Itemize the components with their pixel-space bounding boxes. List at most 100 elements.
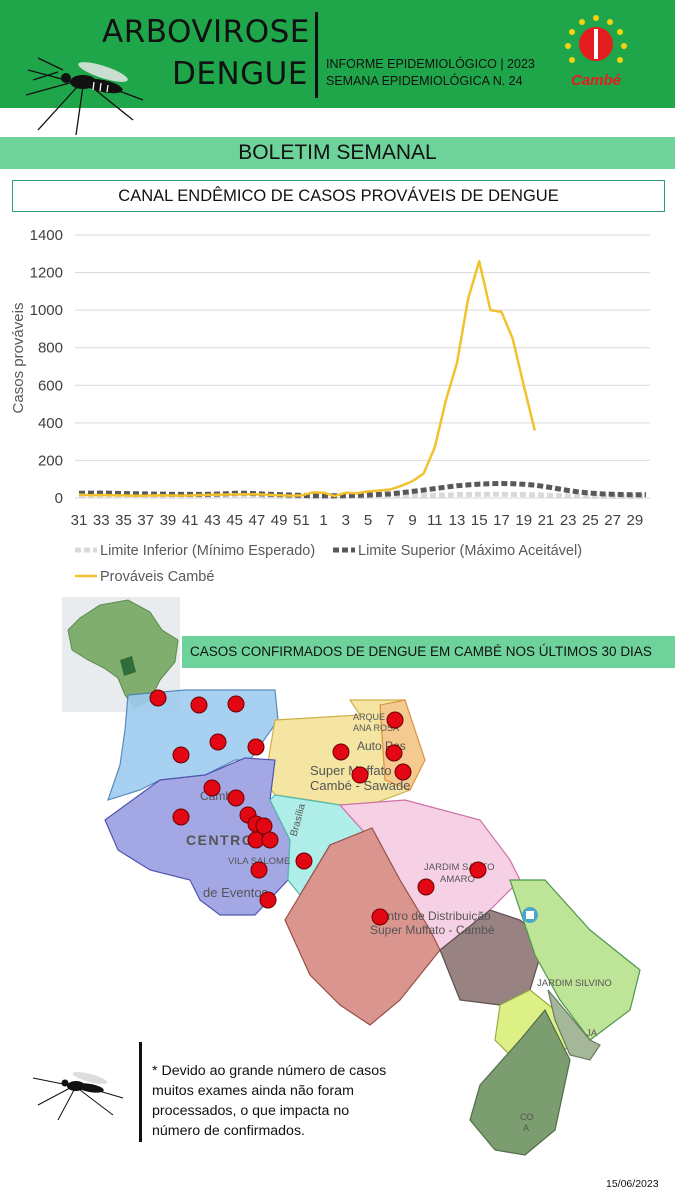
case-marker	[351, 766, 369, 784]
map-label-a: A	[523, 1123, 529, 1133]
x-tick-label: 19	[515, 512, 532, 529]
x-tick-label: 43	[204, 512, 221, 529]
legend-label: Prováveis Cambé	[100, 569, 214, 585]
case-marker	[209, 733, 227, 751]
x-tick-label: 41	[182, 512, 199, 529]
map-label-vila-salome: VILA SALOME	[228, 856, 290, 867]
x-tick-label: 3	[342, 512, 350, 529]
map-label-centro-distribuicao: Centro de Distribuição	[372, 909, 491, 923]
map-label-super-muffato-cambe: Super Muffato - Cambé	[370, 923, 495, 937]
neighborhood-regions	[104, 689, 641, 1156]
title-line-2: DENGUE	[172, 56, 308, 92]
x-tick-label: 1	[319, 512, 327, 529]
section-title: BOLETIM SEMANAL	[0, 137, 675, 169]
mosquito-small-icon	[32, 1071, 124, 1120]
map-label-ana-rosa: ANA ROSA	[353, 723, 399, 733]
case-marker	[371, 908, 389, 926]
x-tick-label: 37	[137, 512, 154, 529]
map-label-super-muffato: Super Muffato	[310, 763, 391, 778]
case-marker	[332, 743, 350, 761]
case-marker	[227, 695, 245, 713]
map-label-arque: ARQUE	[353, 712, 385, 722]
footnote-divider	[139, 1042, 142, 1142]
map-label-amaro: AMARO	[440, 874, 475, 885]
chart-legend: Limite Inferior (Mínimo Esperado) Limite …	[75, 543, 582, 585]
y-tick-label: 1000	[30, 302, 63, 319]
legend-label: Limite Inferior (Mínimo Esperado)	[100, 543, 315, 559]
case-marker	[172, 746, 190, 764]
map-label-jardim-silvino: JARDIM SILVINO	[537, 978, 612, 989]
mosquito-icon	[25, 57, 144, 135]
x-axis-ticks: 31 33 35 37 39 41 43 45 47 49 51 1 3 5 7 9 11 13 15 17 19 21 2…	[71, 512, 644, 529]
chart-title: CANAL ENDÊMICO DE CASOS PROVÁVEIS DE DEN…	[12, 180, 665, 212]
footnote-line-3: processados, o que impacta no	[152, 1103, 350, 1119]
map-label-de-eventos: de Eventos	[203, 885, 269, 900]
x-tick-label: 17	[493, 512, 510, 529]
case-marker	[227, 789, 245, 807]
map-label-centro: CENTRO	[186, 832, 254, 848]
x-tick-label: 27	[604, 512, 621, 529]
map-label-cambe-sawade: Cambé - Sawade	[310, 778, 410, 793]
logo-text: Cambé	[570, 72, 622, 89]
x-tick-label: 51	[293, 512, 310, 529]
x-tick-label: 23	[560, 512, 577, 529]
legend-label: Limite Superior (Máximo Aceitável)	[358, 543, 582, 559]
y-axis-ticks: 0 200 400 600 800 1000 1200 1400	[30, 227, 63, 507]
case-marker	[469, 861, 487, 879]
x-tick-label: 49	[271, 512, 288, 529]
report-info-line-2: SEMANA EPIDEMIOLÓGICA N. 24	[326, 74, 523, 88]
case-marker	[385, 744, 403, 762]
y-tick-label: 1400	[30, 227, 63, 244]
x-tick-label: 13	[449, 512, 466, 529]
report-date: 15/06/2023	[606, 1178, 659, 1190]
x-tick-label: 11	[427, 512, 443, 529]
x-tick-label: 15	[471, 512, 488, 529]
case-marker	[149, 689, 167, 707]
case-marker	[417, 878, 435, 896]
map-label-jardim-santo: JARDIM SANTO	[424, 862, 495, 873]
x-tick-label: 33	[93, 512, 110, 529]
case-marker	[394, 763, 412, 781]
city-map: ARQUE ANA ROSA Auto Pos Super Muffato Ca…	[62, 597, 641, 1156]
case-marker	[190, 696, 208, 714]
x-tick-label: 29	[627, 512, 644, 529]
case-marker	[295, 852, 313, 870]
x-tick-label: 47	[249, 512, 266, 529]
y-tick-label: 0	[55, 490, 63, 507]
case-marker	[386, 711, 404, 729]
y-tick-label: 200	[38, 452, 63, 469]
case-marker	[203, 779, 221, 797]
chart-series	[78, 260, 646, 500]
x-tick-label: 5	[364, 512, 372, 529]
footnote-line-2: muitos exames ainda não foram	[152, 1083, 354, 1099]
title-line-1: ARBOVIROSE	[102, 14, 310, 50]
y-tick-label: 400	[38, 415, 63, 432]
footnote-line-4: número de confirmados.	[152, 1123, 305, 1139]
map-banner: CASOS CONFIRMADOS DE DENGUE EM CAMBÉ NOS…	[182, 636, 675, 668]
footnote-line-1: * Devido ao grande número de casos	[152, 1063, 387, 1079]
x-tick-label: 21	[538, 512, 555, 529]
y-tick-label: 600	[38, 377, 63, 394]
case-marker	[172, 808, 190, 826]
map-label-co: CO	[520, 1112, 534, 1122]
y-axis-label: Casos prováveis	[10, 303, 27, 414]
x-tick-label: 39	[160, 512, 177, 529]
cambe-logo-icon	[565, 15, 627, 63]
case-marker	[259, 891, 277, 909]
series-line-2	[78, 260, 537, 498]
x-tick-label: 45	[226, 512, 243, 529]
chart-grid	[75, 234, 650, 499]
header-bar: ARBOVIROSE DENGUE INFORME EPIDEMIOLÓGICO…	[0, 0, 675, 135]
y-tick-label: 1200	[30, 265, 63, 282]
x-tick-label: 7	[386, 512, 394, 529]
case-marker	[247, 738, 265, 756]
x-tick-label: 35	[115, 512, 132, 529]
y-tick-label: 800	[38, 340, 63, 357]
header-divider	[315, 12, 318, 98]
x-tick-label: 31	[71, 512, 88, 529]
report-info-line-1: INFORME EPIDEMIOLÓGICO | 2023	[326, 57, 535, 71]
case-markers	[149, 689, 487, 926]
map-label-ja: JA	[586, 1028, 598, 1039]
pin-icon	[522, 907, 538, 923]
